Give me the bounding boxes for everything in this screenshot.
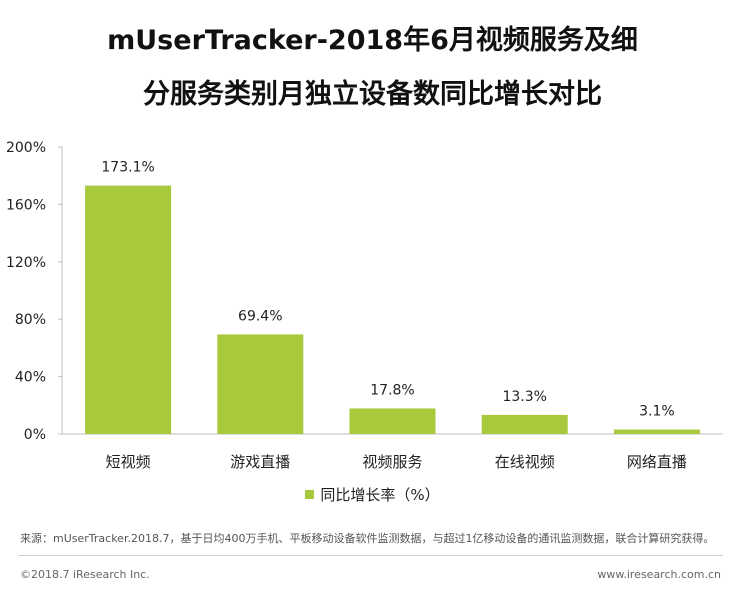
chart-labels: 173.1% 短视频 69.4% 游戏直播 17.8% 视频服务 13.3% 在线视频 3.1%… bbox=[101, 160, 687, 471]
copyright: ©2018.7 iResearch Inc. bbox=[20, 568, 150, 581]
data-label: 13.3% bbox=[502, 389, 546, 405]
x-tick-label: 在线视频 bbox=[495, 453, 555, 471]
data-label: 173.1% bbox=[101, 160, 154, 176]
y-tick-label: 160% bbox=[6, 197, 46, 213]
data-label: 17.8% bbox=[370, 382, 414, 398]
chart-bars bbox=[85, 185, 700, 434]
legend-label: 同比增长率（%） bbox=[320, 486, 440, 504]
source-note: 来源：mUserTracker.2018.7，基于日均400万手机、平板移动设备… bbox=[20, 532, 715, 545]
chart-title-line2: 分服务类别月独立设备数同比增长对比 bbox=[143, 79, 602, 110]
x-tick-label: 视频服务 bbox=[362, 453, 422, 471]
x-tick-label: 游戏直播 bbox=[230, 453, 290, 471]
chart-axes: 0% 40% 80% 120% 160% 200% bbox=[6, 140, 723, 443]
bar bbox=[613, 429, 700, 434]
y-tick-label: 200% bbox=[6, 140, 46, 156]
data-label: 3.1% bbox=[639, 404, 675, 420]
legend-swatch bbox=[305, 490, 315, 499]
data-label: 69.4% bbox=[238, 308, 282, 324]
bar bbox=[85, 185, 172, 434]
website: www.iresearch.com.cn bbox=[597, 568, 721, 581]
chart-title-line1: mUserTracker-2018年6月视频服务及细 bbox=[107, 25, 638, 56]
x-tick-label: 短视频 bbox=[106, 453, 151, 471]
y-tick-label: 0% bbox=[24, 427, 46, 443]
bar-chart: 0%40%80%120%160%200% 173.1%短视频69.4%游戏直播1… bbox=[6, 140, 723, 471]
y-tick-label: 80% bbox=[15, 312, 46, 328]
y-tick-label: 40% bbox=[15, 370, 46, 386]
x-tick-label: 网络直播 bbox=[627, 453, 687, 471]
bar bbox=[217, 334, 304, 434]
y-tick-label: 120% bbox=[6, 255, 46, 271]
footer-divider bbox=[18, 555, 723, 556]
bar bbox=[349, 408, 436, 434]
bar bbox=[481, 414, 568, 434]
legend: 同比增长率（%） bbox=[0, 484, 745, 505]
